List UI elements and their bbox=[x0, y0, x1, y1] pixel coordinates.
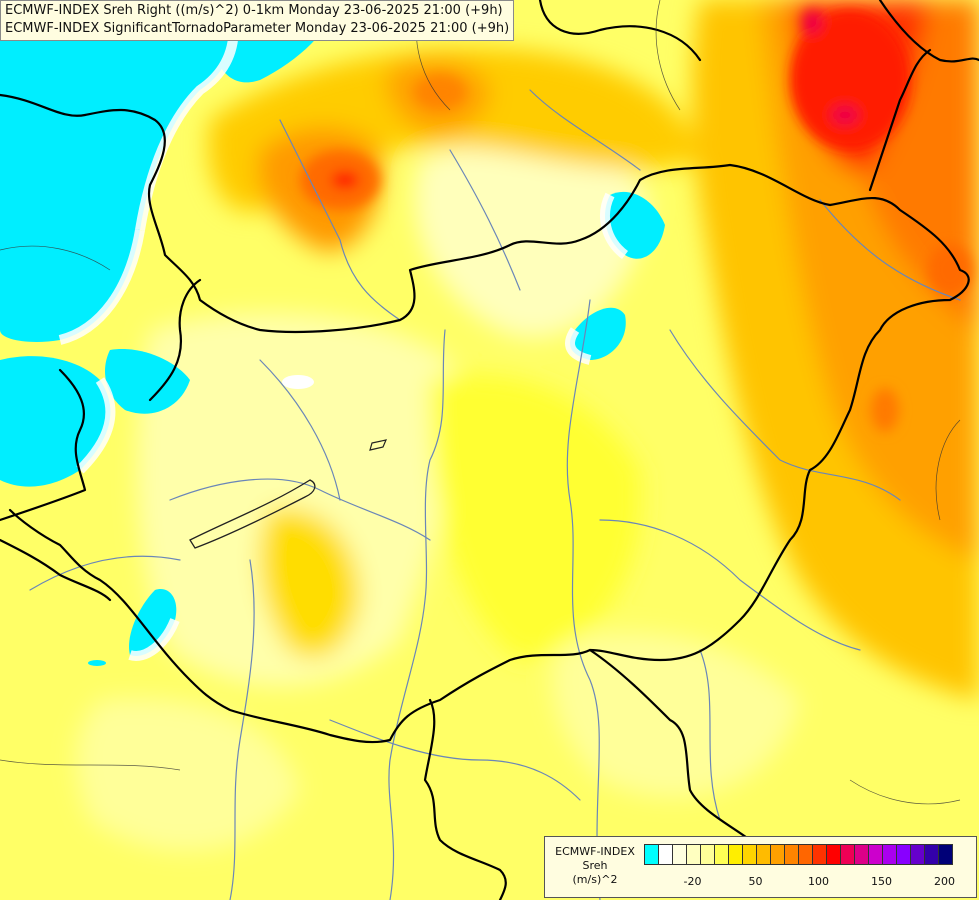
legend-swatch bbox=[854, 844, 869, 865]
river-5 bbox=[599, 519, 861, 651]
legend-ticks: -2050100150200250300400500700 bbox=[645, 875, 975, 891]
field-white-spot bbox=[282, 375, 314, 389]
legend-tick-label: -20 bbox=[683, 875, 702, 888]
lake-outline bbox=[189, 479, 316, 549]
river-4 bbox=[669, 329, 901, 501]
lake-outline-small bbox=[369, 439, 388, 451]
border-north bbox=[538, 0, 702, 62]
river-11 bbox=[819, 199, 961, 301]
river-7 bbox=[329, 719, 581, 801]
legend-swatch bbox=[910, 844, 925, 865]
border-hungary bbox=[0, 93, 970, 744]
field-hotspots bbox=[300, 10, 972, 432]
legend-swatch bbox=[742, 844, 757, 865]
legend-tick-label: 150 bbox=[871, 875, 892, 888]
legend-swatch bbox=[840, 844, 855, 865]
legend-swatch bbox=[924, 844, 939, 865]
border-serbia bbox=[423, 698, 507, 900]
legend-swatch bbox=[770, 844, 785, 865]
river-danube bbox=[388, 329, 446, 900]
border-romania-south bbox=[588, 648, 752, 842]
legend-tick-label: 50 bbox=[748, 875, 763, 888]
legend-swatch bbox=[826, 844, 841, 865]
river-1 bbox=[169, 478, 431, 541]
border-west-inner bbox=[0, 368, 87, 522]
legend-swatch bbox=[938, 844, 953, 865]
river-12 bbox=[529, 89, 641, 171]
legend-swatch bbox=[882, 844, 897, 865]
rivers bbox=[29, 89, 961, 900]
river-6 bbox=[229, 559, 255, 900]
legend-tick-label: 200 bbox=[934, 875, 955, 888]
river-9 bbox=[29, 555, 181, 591]
river-tisza bbox=[566, 299, 601, 900]
river-2 bbox=[449, 149, 521, 291]
legend-swatches bbox=[644, 844, 953, 865]
river-3 bbox=[279, 119, 401, 321]
legend: ECMWF-INDEX Sreh (m/s)^2 -20501001502002… bbox=[544, 836, 977, 898]
border-sw bbox=[0, 538, 112, 602]
legend-swatch bbox=[700, 844, 715, 865]
map-title-line-1: ECMWF-INDEX Sreh Right ((m/s)^2) 0-1km M… bbox=[5, 3, 503, 18]
legend-swatch bbox=[784, 844, 799, 865]
legend-swatch bbox=[644, 844, 659, 865]
legend-swatch bbox=[658, 844, 673, 865]
legend-swatch bbox=[896, 844, 911, 865]
legend-title: ECMWF-INDEX Sreh (m/s)^2 bbox=[549, 845, 641, 887]
legend-swatch bbox=[714, 844, 729, 865]
map-title-box: ECMWF-INDEX Sreh Right ((m/s)^2) 0-1km M… bbox=[0, 0, 515, 41]
legend-swatch bbox=[812, 844, 827, 865]
border-austria bbox=[148, 278, 202, 402]
legend-tick-label: 100 bbox=[808, 875, 829, 888]
legend-swatch bbox=[728, 844, 743, 865]
legend-swatch bbox=[798, 844, 813, 865]
legend-swatch bbox=[672, 844, 687, 865]
legend-title-field: Sreh bbox=[582, 859, 608, 872]
border-ne bbox=[878, 0, 979, 63]
legend-swatch bbox=[756, 844, 771, 865]
legend-title-model: ECMWF-INDEX bbox=[555, 845, 635, 858]
map-title-line-2: ECMWF-INDEX SignificantTornadoParameter … bbox=[5, 21, 510, 36]
border-ukraine bbox=[868, 48, 932, 192]
river-10 bbox=[259, 359, 341, 501]
legend-swatch bbox=[686, 844, 701, 865]
legend-title-unit: (m/s)^2 bbox=[572, 873, 618, 886]
legend-swatch bbox=[868, 844, 883, 865]
river-8 bbox=[699, 649, 721, 821]
